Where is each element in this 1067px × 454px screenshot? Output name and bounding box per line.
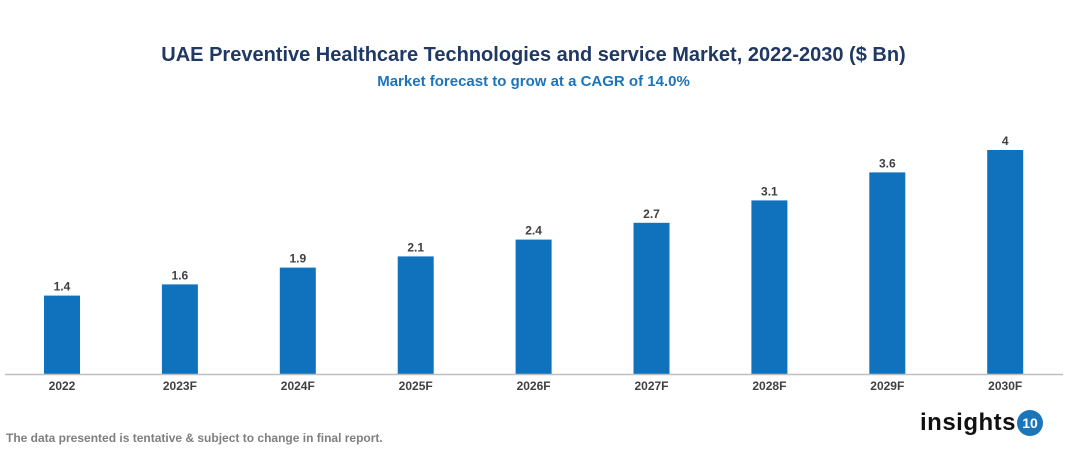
bar bbox=[279, 267, 316, 374]
x-tick-label: 2029F bbox=[870, 379, 904, 393]
logo-text: insights bbox=[920, 409, 1017, 436]
bar bbox=[397, 256, 434, 374]
x-tick-label: 2026F bbox=[517, 379, 551, 393]
x-tick-label: 2024F bbox=[281, 379, 315, 393]
data-label: 1.4 bbox=[54, 280, 71, 294]
data-label: 1.9 bbox=[289, 252, 306, 266]
data-label: 4 bbox=[1002, 134, 1009, 148]
x-tick-label: 2030F bbox=[988, 379, 1022, 393]
x-tick-label: 2028F bbox=[752, 379, 786, 393]
bar bbox=[44, 295, 80, 374]
bar bbox=[161, 284, 198, 374]
data-label: 3.6 bbox=[879, 156, 896, 170]
x-tick-label: 2023F bbox=[163, 379, 197, 393]
x-tick-label: 2025F bbox=[399, 379, 433, 393]
bar bbox=[633, 222, 670, 374]
data-label: 2.1 bbox=[407, 240, 424, 254]
data-label: 1.6 bbox=[172, 268, 189, 282]
logo-badge: 10 bbox=[1017, 410, 1044, 436]
data-label: 3.1 bbox=[761, 184, 778, 198]
data-label: 2.4 bbox=[525, 224, 542, 238]
chart-subtitle: Market forecast to grow at a CAGR of 14.… bbox=[377, 73, 690, 90]
bar bbox=[751, 200, 788, 374]
x-tick-label: 2022 bbox=[49, 379, 76, 393]
bar bbox=[515, 239, 552, 374]
chart-title: UAE Preventive Healthcare Technologies a… bbox=[161, 44, 906, 66]
x-tick-label: 2027F bbox=[634, 379, 668, 393]
footer-note: The data presented is tentative & subjec… bbox=[6, 431, 383, 445]
bar bbox=[987, 150, 1024, 374]
bar bbox=[869, 172, 906, 374]
data-label: 2.7 bbox=[643, 207, 660, 221]
insights10-logo: insights 10 bbox=[920, 409, 1044, 437]
